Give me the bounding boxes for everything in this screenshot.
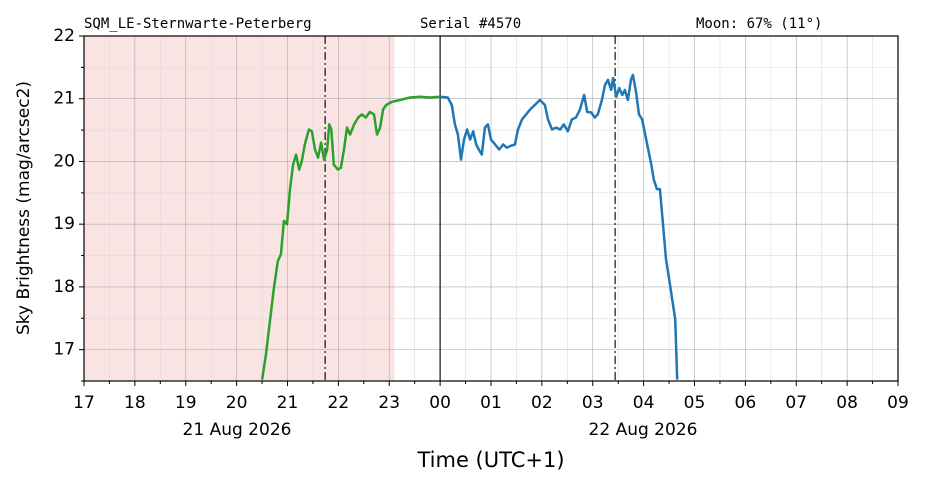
x-tick-label: 09 xyxy=(887,393,909,413)
x-tick-label: 17 xyxy=(73,393,95,413)
x-tick-label: 03 xyxy=(582,393,604,413)
x-tick-label: 19 xyxy=(175,393,197,413)
x-tick-label: 05 xyxy=(684,393,706,413)
series-line xyxy=(260,95,441,380)
y-tick-label: 18 xyxy=(53,277,75,297)
header-station: SQM_LE-Sternwarte-Peterberg xyxy=(84,16,312,32)
x-tick-label: 01 xyxy=(480,393,502,413)
x-tick-label: 08 xyxy=(836,393,858,413)
y-tick-label: 17 xyxy=(53,340,75,360)
series-line xyxy=(439,73,679,380)
y-tick-label: 22 xyxy=(53,26,75,46)
plot-area xyxy=(84,36,898,381)
x-tick-label: 07 xyxy=(785,393,807,413)
date-label: 21 Aug 2026 xyxy=(183,420,292,440)
x-tick-label: 00 xyxy=(429,393,451,413)
x-tick-label: 18 xyxy=(124,393,146,413)
x-tick-label: 06 xyxy=(735,393,757,413)
x-tick-label: 21 xyxy=(277,393,299,413)
x-tick-label: 22 xyxy=(328,393,350,413)
y-tick-label: 20 xyxy=(53,151,75,171)
x-tick-label: 20 xyxy=(226,393,248,413)
header-serial: Serial #4570 xyxy=(420,16,521,32)
date-label: 22 Aug 2026 xyxy=(589,420,698,440)
y-tick-label: 21 xyxy=(53,89,75,109)
y-axis-label: Sky Brightness (mag/arcsec2) xyxy=(14,81,34,335)
x-tick-label: 04 xyxy=(633,393,655,413)
header-moon: Moon: 67% (11°) xyxy=(696,16,822,32)
shaded-span xyxy=(84,36,395,381)
y-tick-label: 19 xyxy=(53,214,75,234)
x-tick-label: 02 xyxy=(531,393,553,413)
x-axis-label: Time (UTC+1) xyxy=(416,448,564,472)
x-tick-label: 23 xyxy=(378,393,400,413)
